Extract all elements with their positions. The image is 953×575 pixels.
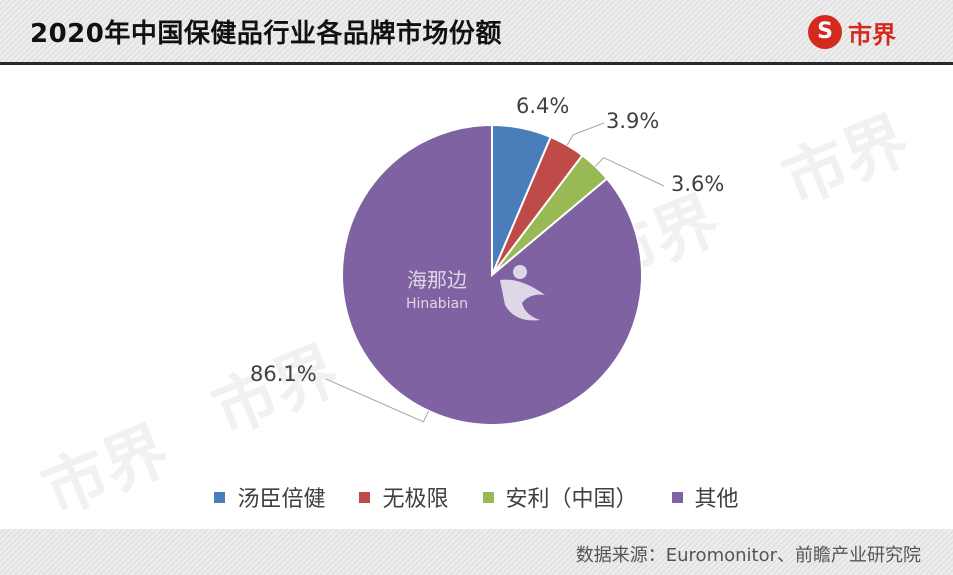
legend-item: 其他 bbox=[671, 481, 739, 513]
data-label: 86.1% bbox=[250, 362, 317, 386]
pie-chart: 6.4% 3.9% 3.6% 86.1% 海那边 Hinabian bbox=[250, 94, 724, 426]
runner-head-icon bbox=[513, 265, 527, 279]
legend-swatch bbox=[359, 491, 371, 503]
footer-banner: 数据来源：Euromonitor、前瞻产业研究院 bbox=[0, 529, 953, 575]
center-watermark: 海那边 Hinabian bbox=[406, 265, 545, 321]
brand-logo: S 市界 bbox=[808, 13, 896, 51]
watermark-center-en: Hinabian bbox=[406, 296, 468, 312]
header-divider bbox=[0, 62, 953, 65]
leader-line bbox=[566, 122, 605, 146]
legend-swatch bbox=[671, 491, 683, 503]
legend-label: 汤臣倍健 bbox=[237, 487, 326, 512]
data-label: 6.4% bbox=[516, 94, 569, 118]
watermark-center-cn: 海那边 bbox=[407, 268, 467, 292]
leader-line bbox=[325, 378, 430, 423]
data-label: 3.6% bbox=[671, 172, 724, 196]
runner-body-icon bbox=[500, 279, 545, 321]
legend-label: 安利（中国） bbox=[505, 487, 638, 512]
leader-line bbox=[595, 157, 665, 187]
data-label: 3.9% bbox=[606, 109, 659, 133]
legend-item: 无极限 bbox=[359, 481, 449, 513]
legend-swatch bbox=[214, 491, 226, 503]
source-note: 数据来源：Euromonitor、前瞻产业研究院 bbox=[575, 545, 921, 566]
title-banner: 2020年中国保健品行业各品牌市场份额 S 市界 bbox=[0, 0, 953, 62]
legend-swatch bbox=[482, 491, 494, 503]
chart-legend: 汤臣倍健 无极限 安利（中国） 其他 bbox=[0, 481, 953, 513]
legend-item: 汤臣倍健 bbox=[214, 481, 325, 513]
pie-slice bbox=[341, 123, 643, 426]
legend-item: 安利（中国） bbox=[482, 481, 638, 513]
logo-dollar-icon: S bbox=[808, 15, 842, 49]
logo-text: 市界 bbox=[848, 20, 896, 49]
page-title: 2020年中国保健品行业各品牌市场份额 bbox=[30, 19, 502, 49]
legend-label: 其他 bbox=[694, 487, 739, 512]
legend-label: 无极限 bbox=[382, 487, 449, 512]
